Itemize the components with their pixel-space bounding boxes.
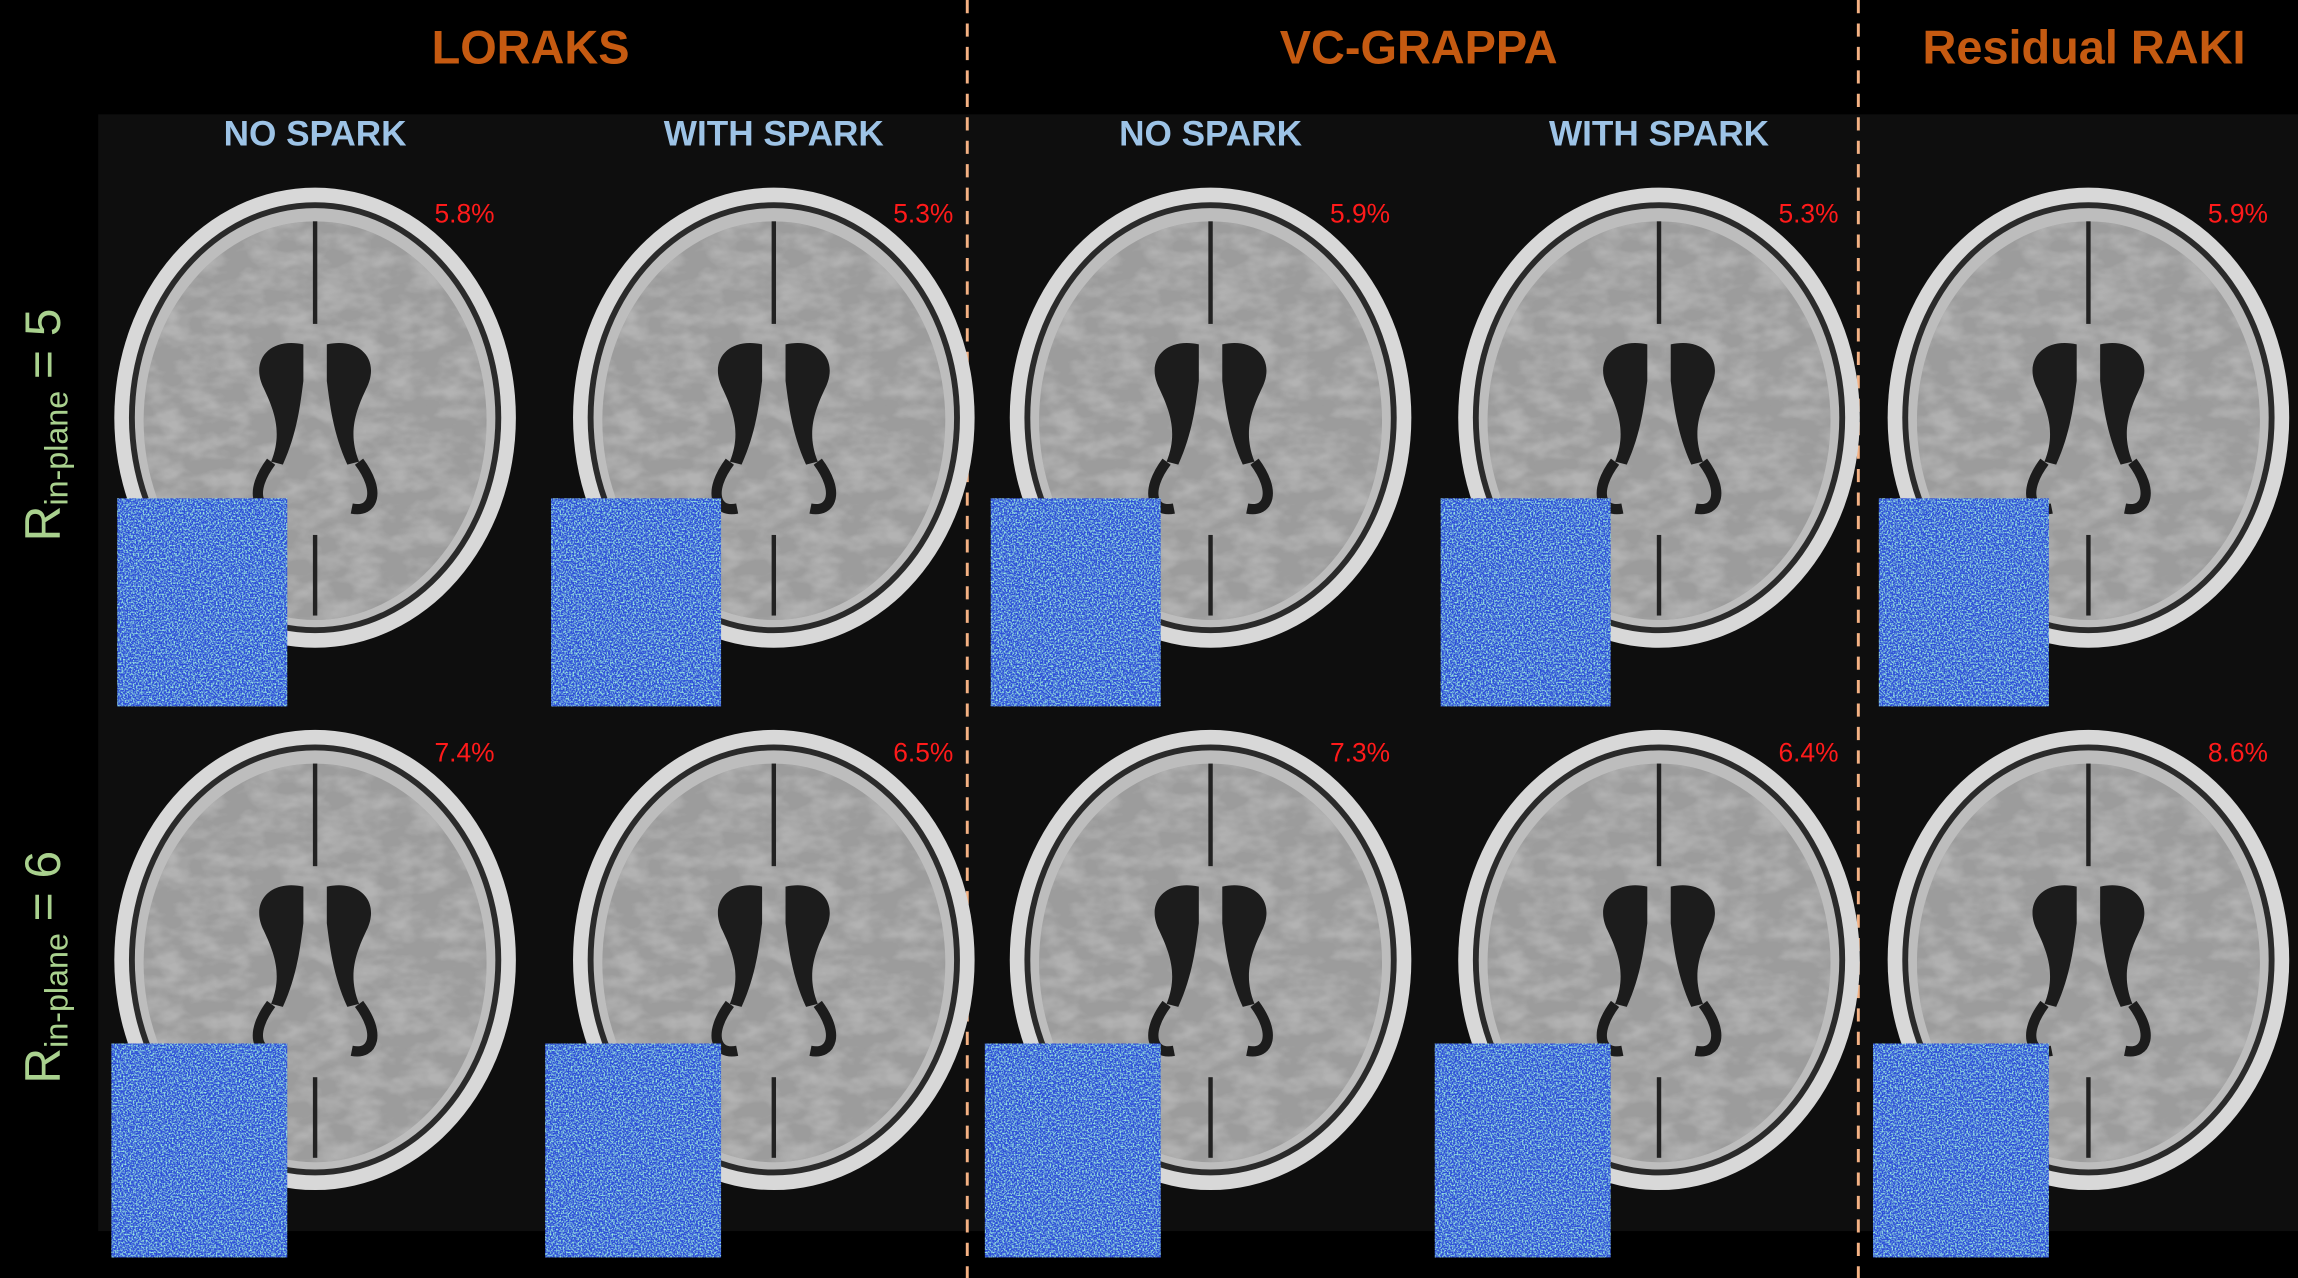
row-label-main: R	[15, 1048, 71, 1084]
error-map	[984, 1043, 1161, 1258]
row-label: Rin-plane = 5	[15, 309, 74, 542]
row-label-sub: in-plane	[38, 391, 74, 506]
ventricle	[350, 1000, 378, 1057]
error-map	[551, 498, 722, 707]
fissure	[312, 534, 318, 616]
error-value: 5.3%	[1778, 198, 1838, 228]
ventricle	[1154, 343, 1199, 465]
column-label: NO SPARK	[224, 115, 408, 154]
fissure	[1208, 221, 1213, 324]
error-map	[111, 1043, 288, 1258]
fissure	[1656, 1077, 1662, 1158]
ventricle	[2032, 885, 2077, 1007]
ventricle	[1670, 343, 1715, 465]
fissure	[771, 763, 777, 867]
error-map	[990, 498, 1161, 707]
ventricle	[785, 343, 830, 465]
fissure	[2086, 1077, 2091, 1158]
error-value: 5.9%	[2208, 198, 2268, 228]
error-value: 7.4%	[435, 738, 495, 768]
error-map	[1434, 1043, 1611, 1258]
fissure	[312, 221, 318, 324]
fissure	[1208, 763, 1213, 867]
ventricle	[1222, 343, 1267, 465]
error-map	[545, 1043, 722, 1258]
ventricle	[2100, 343, 2145, 465]
ventricle	[2100, 885, 2145, 1007]
fissure	[771, 221, 777, 324]
fissure	[1208, 534, 1213, 616]
fissure	[1656, 763, 1662, 867]
ventricle	[1596, 458, 1624, 515]
method-title: VC-GRAPPA	[1280, 22, 1558, 74]
fissure	[2086, 534, 2091, 616]
ventricle	[785, 885, 830, 1007]
ventricle	[1694, 1000, 1722, 1057]
fissure	[1656, 534, 1662, 616]
fissure	[2086, 221, 2091, 324]
fissure	[771, 1077, 777, 1158]
ventricle	[1246, 1000, 1273, 1057]
row-label: Rin-plane = 6	[15, 851, 74, 1084]
ventricle	[717, 885, 763, 1007]
ventricle	[1670, 885, 1715, 1007]
ventricle	[1154, 885, 1199, 1007]
fissure	[2086, 763, 2091, 867]
ventricle	[2124, 1000, 2151, 1057]
ventricle	[1694, 458, 1722, 515]
ventricle	[259, 885, 304, 1007]
row-label-rest: = 6	[15, 851, 71, 922]
ventricle	[2032, 343, 2077, 465]
error-map	[117, 498, 288, 707]
ventricle	[350, 458, 378, 515]
error-map	[1878, 498, 2049, 707]
ventricle	[1603, 343, 1648, 465]
ventricle	[809, 1000, 837, 1057]
ventricle	[809, 458, 837, 515]
fissure	[312, 1077, 318, 1158]
error-map	[1872, 1043, 2049, 1258]
row-label-rest: = 5	[15, 309, 71, 380]
error-value: 6.4%	[1778, 738, 1838, 768]
row-label-main: R	[15, 506, 71, 542]
error-value: 5.3%	[893, 198, 953, 228]
fissure	[312, 763, 318, 867]
ventricle	[1246, 458, 1273, 515]
error-value: 6.5%	[893, 738, 953, 768]
ventricle	[711, 458, 739, 515]
ventricle	[711, 1000, 739, 1057]
error-value: 5.9%	[1330, 198, 1390, 228]
column-label: WITH SPARK	[1549, 115, 1770, 154]
column-label: WITH SPARK	[664, 115, 885, 154]
ventricle	[1148, 458, 1175, 515]
method-title: LORAKS	[432, 22, 630, 74]
error-value: 8.6%	[2208, 738, 2268, 768]
method-title: Residual RAKI	[1923, 22, 2246, 74]
ventricle	[326, 343, 372, 465]
error-value: 7.3%	[1330, 738, 1390, 768]
error-map	[1440, 498, 1611, 707]
fissure	[771, 534, 777, 616]
ventricle	[1148, 1000, 1175, 1057]
ventricle	[259, 343, 304, 465]
ventricle	[1596, 1000, 1624, 1057]
fissure	[1656, 221, 1662, 324]
fissure	[1208, 1077, 1213, 1158]
ventricle	[717, 343, 763, 465]
ventricle	[2124, 458, 2151, 515]
column-label: NO SPARK	[1119, 115, 1303, 154]
row-label-sub: in-plane	[38, 933, 74, 1048]
ventricle	[326, 885, 372, 1007]
error-value: 5.8%	[435, 198, 495, 228]
ventricle	[1222, 885, 1267, 1007]
ventricle	[1603, 885, 1648, 1007]
